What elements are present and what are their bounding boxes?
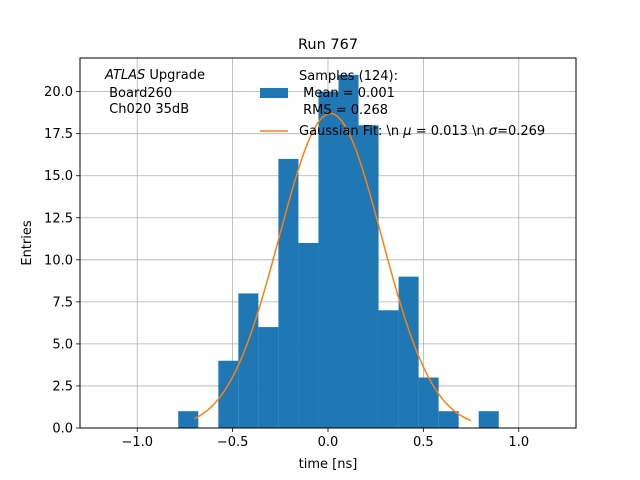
x-axis-ticks: −1.0 −0.5 0.0 0.5 1.0 [121, 428, 529, 450]
histogram-bar-15 [478, 411, 499, 428]
annotation-upgrade: Upgrade [145, 68, 205, 83]
histogram-bars [178, 74, 499, 429]
histogram-bar-0 [178, 411, 199, 428]
legend-histogram-swatch [260, 88, 288, 98]
gaussian-fit-line [194, 112, 472, 422]
legend-fit-mu: μ [402, 124, 411, 139]
histogram-bar-2 [218, 360, 239, 428]
legend-histogram-line-3: RMS = 0.268 [299, 103, 388, 118]
y-tick-label-6: 15.0 [44, 169, 73, 184]
y-tick-label-3: 7.5 [52, 295, 73, 310]
legend: Samples (124): Mean = 0.001 RMS = 0.268 … [260, 69, 545, 139]
annotation-line-2: Board260 [105, 86, 172, 101]
chart-title: Run 767 [298, 37, 358, 53]
x-tick-label-0: −1.0 [121, 435, 153, 450]
histogram-bar-12 [418, 377, 439, 428]
y-tick-label-1: 2.5 [52, 379, 73, 394]
annotation-line-3: Ch020 35dB [105, 102, 189, 117]
legend-fit-sigma: σ [489, 124, 498, 139]
atlas-annotation: ATLAS Upgrade Board260 Ch020 35dB [104, 68, 205, 117]
legend-fit-suffix: =0.269 [497, 124, 545, 139]
y-tick-label-5: 12.5 [44, 211, 73, 226]
legend-fit-label: Gaussian Fit: \n μ = 0.013 \n σ=0.269 [299, 124, 545, 139]
x-tick-label-2: 0.0 [318, 435, 339, 450]
y-axis-label: Entries [20, 220, 35, 266]
x-tick-label-3: 0.5 [413, 435, 434, 450]
histogram-bar-6 [298, 243, 319, 428]
y-axis-ticks: 0.0 2.5 5.0 7.5 10.0 12.5 15.0 17.5 20.0 [44, 85, 80, 437]
legend-fit-prefix: Gaussian Fit: \n [299, 124, 403, 139]
y-tick-label-8: 20.0 [44, 85, 73, 100]
annotation-atlas: ATLAS [104, 68, 145, 83]
legend-fit-mid: = 0.013 \n [412, 124, 489, 139]
histogram-bar-4 [258, 327, 279, 428]
histogram-bar-8 [338, 74, 359, 429]
histogram-bar-13 [438, 411, 459, 428]
x-axis-label: time [ns] [299, 457, 358, 472]
histogram-bar-3 [238, 293, 259, 428]
histogram-bar-10 [378, 310, 399, 428]
y-tick-label-2: 5.0 [52, 337, 73, 352]
annotation-line-1: ATLAS Upgrade [104, 68, 205, 83]
histogram-bar-7 [318, 91, 339, 429]
histogram-bar-5 [278, 158, 299, 428]
y-tick-label-4: 10.0 [44, 253, 73, 268]
histogram-bar-11 [398, 276, 419, 428]
y-tick-label-0: 0.0 [52, 422, 73, 437]
x-tick-label-4: 1.0 [508, 435, 529, 450]
histogram-bar-9 [358, 125, 379, 428]
legend-histogram-line-2: Mean = 0.001 [299, 86, 395, 101]
y-tick-label-7: 17.5 [44, 127, 73, 142]
x-tick-label-1: −0.5 [217, 435, 249, 450]
legend-histogram-line-1: Samples (124): [299, 69, 398, 84]
